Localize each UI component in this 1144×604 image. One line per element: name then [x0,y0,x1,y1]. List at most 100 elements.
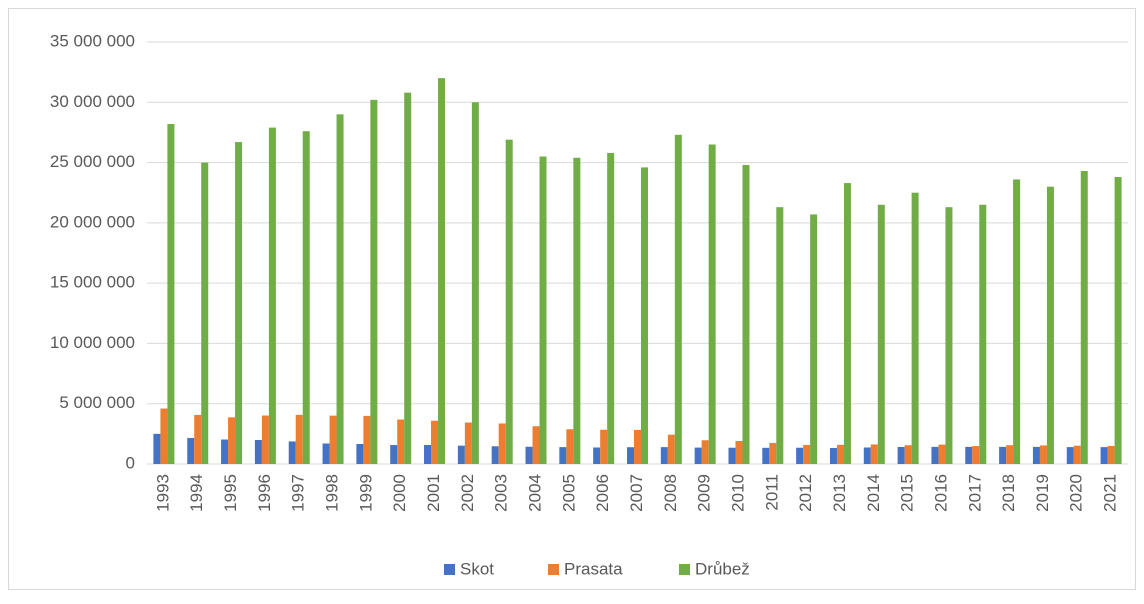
bar [728,447,736,464]
bar [641,167,648,464]
bar [397,419,405,464]
x-tick-label: 2003 [492,474,511,512]
bar [1100,447,1108,464]
bar [979,204,987,464]
x-tick-label: 2013 [830,474,849,512]
bar [1032,446,1040,464]
bar [322,443,330,464]
y-tick-label: 5 000 000 [59,393,135,412]
bar [254,440,262,464]
y-tick-label: 25 000 000 [50,152,135,171]
bar [796,447,804,464]
bar [1046,186,1054,464]
bar [228,417,236,464]
bar [438,78,446,465]
x-tick-label: 2011 [762,474,781,511]
x-tick-label: 2014 [864,474,883,512]
x-tick-label: 1997 [289,474,308,512]
x-tick-label: 2010 [728,474,747,512]
bar [877,204,885,464]
bar [870,444,878,464]
x-tick-label: 2012 [796,474,815,512]
bar [525,446,533,464]
x-tick-label: 1994 [187,474,206,512]
y-tick-label: 0 [126,453,135,472]
x-tick-label: 2007 [627,474,646,512]
bar [701,440,709,464]
bar [627,447,634,464]
bar [667,434,675,464]
legend-swatch [679,564,690,575]
bar [999,446,1007,464]
bar [931,446,939,464]
x-tick-label: 2000 [390,474,409,512]
bar [708,144,716,464]
bar [235,142,243,464]
bar [268,127,276,464]
x-tick-label: 1999 [356,474,375,512]
x-tick-label: 2015 [898,474,917,512]
x-tick-label: 2019 [1033,474,1052,512]
bar [1013,179,1021,465]
bar [1073,445,1081,464]
bar [464,422,472,464]
bar [424,444,432,464]
bar [194,414,202,464]
bar [167,123,175,464]
y-tick-label: 15 000 000 [50,273,135,292]
bar [1039,445,1047,464]
bar [160,408,168,464]
bar [491,446,499,464]
y-tick-label: 35 000 000 [50,31,135,50]
x-tick-label: 2008 [661,474,680,512]
bar [532,426,540,464]
bar [573,157,581,464]
bar [404,92,412,464]
x-tick-label: 2009 [695,474,714,512]
legend-swatch [548,564,559,575]
bar [295,414,303,464]
x-tick-label: 2017 [965,474,984,512]
x-tick-label: 2005 [559,474,578,512]
x-tick-label: 1998 [323,474,342,512]
x-tick-label: 2021 [1101,474,1120,512]
bar [187,437,195,464]
bar [261,415,269,464]
bar [803,444,811,464]
legend-label: Skot [460,559,494,578]
bar [897,446,905,464]
bar [201,162,209,465]
x-tick-label: 2016 [931,474,950,512]
legend-label: Prasata [564,559,623,578]
bar [863,447,871,464]
y-tick-label: 20 000 000 [50,212,135,231]
bar [829,447,837,464]
bar [1107,445,1115,464]
bar [1114,177,1122,465]
bar [600,429,608,464]
bar [431,420,439,464]
y-tick-label: 10 000 000 [50,333,135,352]
x-tick-label: 1996 [255,474,274,512]
bar [972,446,980,464]
bar [660,447,668,464]
bar [559,447,567,464]
x-tick-label: 2001 [424,474,443,512]
bar [843,183,851,464]
bar [288,441,296,464]
bar [539,156,547,465]
bar [674,134,682,464]
bar [457,445,465,464]
bar [769,442,777,464]
bar [1006,445,1014,464]
bar [505,139,513,465]
bar [742,164,750,465]
x-tick-label: 2018 [999,474,1018,512]
bar [221,439,229,464]
bar [694,447,702,464]
bar [1080,171,1088,465]
bar [593,447,601,464]
bar [776,207,784,464]
bar [471,102,479,465]
bar [945,207,953,464]
